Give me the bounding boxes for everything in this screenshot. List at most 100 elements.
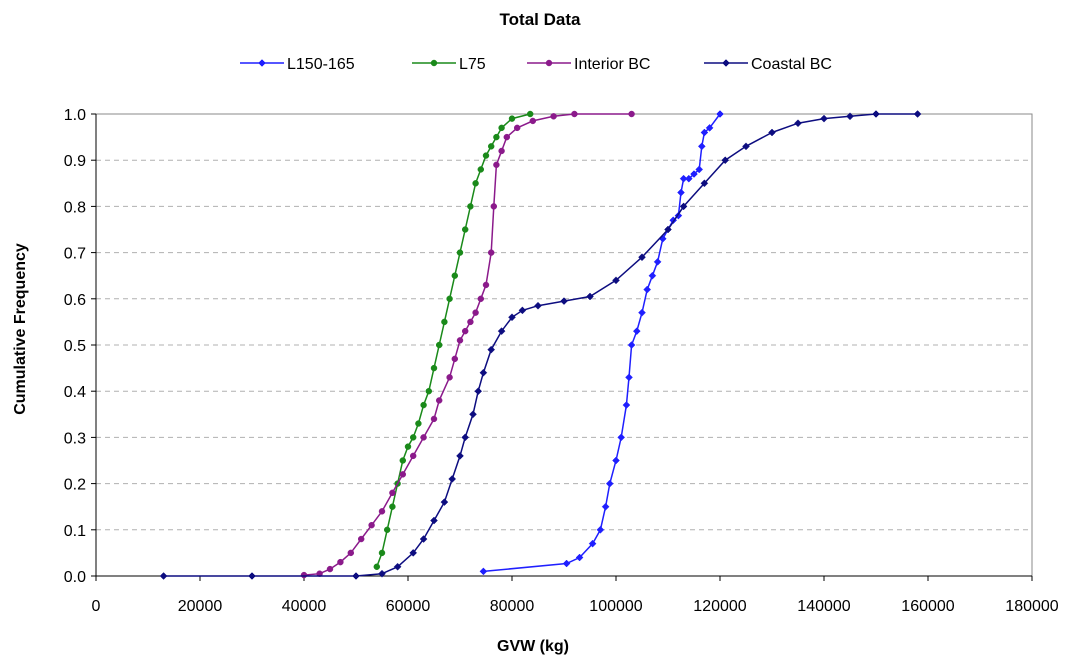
x-tick-label: 120000 — [693, 598, 746, 615]
gridlines — [96, 159, 1032, 531]
data-point — [373, 563, 381, 570]
data-point — [389, 503, 396, 510]
data-point — [498, 124, 505, 132]
data-point — [794, 119, 802, 128]
data-point — [487, 345, 496, 354]
series-coastal-bc — [159, 110, 922, 580]
data-point — [493, 133, 500, 141]
data-point — [368, 521, 375, 529]
data-point — [477, 295, 485, 303]
data-point — [677, 188, 685, 197]
legend-item: Coastal BC — [704, 56, 832, 73]
data-point — [469, 410, 477, 419]
data-point — [383, 526, 391, 534]
data-point — [612, 276, 620, 285]
data-point — [446, 295, 453, 303]
y-tick-label: 0.8 — [64, 199, 86, 216]
data-point — [503, 133, 511, 141]
data-point — [393, 562, 402, 571]
data-point — [700, 179, 709, 188]
legend-marker — [258, 59, 266, 67]
data-point — [456, 337, 464, 344]
data-point — [625, 373, 633, 382]
data-point — [508, 313, 516, 322]
data-point — [378, 549, 386, 557]
data-point — [248, 572, 256, 580]
series-l150-165 — [479, 110, 724, 576]
data-point — [404, 443, 412, 450]
data-point — [430, 415, 438, 423]
chart-legend: L150-165 L75 Interior BC Coastal BC — [240, 56, 832, 73]
data-point — [518, 306, 527, 315]
data-point — [300, 571, 308, 579]
data-point — [653, 257, 662, 266]
legend-label: L75 — [459, 56, 486, 73]
data-point — [337, 558, 344, 566]
data-point — [534, 301, 542, 310]
y-tick-label: 1.0 — [64, 107, 86, 124]
data-point — [497, 327, 506, 335]
x-tick-label: 0 — [92, 598, 101, 615]
data-point — [487, 249, 495, 256]
data-point — [612, 456, 620, 465]
data-point — [664, 225, 672, 234]
data-point — [679, 174, 688, 183]
y-tick-label: 0.0 — [64, 569, 86, 586]
x-tick-label: 180000 — [1005, 598, 1058, 615]
data-point — [700, 128, 709, 137]
data-point — [498, 147, 505, 155]
y-tick-label: 0.3 — [64, 430, 86, 447]
data-point — [415, 420, 422, 427]
data-point — [451, 355, 459, 363]
data-point — [409, 549, 418, 557]
y-tick-label: 0.7 — [64, 246, 86, 263]
data-point — [435, 397, 443, 404]
data-point — [479, 567, 488, 576]
data-point — [697, 142, 706, 151]
data-point — [352, 572, 360, 580]
data-point — [622, 401, 631, 409]
data-point — [632, 327, 641, 335]
data-point — [467, 318, 474, 326]
data-point — [560, 297, 568, 305]
data-point — [472, 309, 479, 316]
data-point — [617, 433, 626, 442]
data-point — [435, 341, 443, 349]
data-point — [419, 535, 428, 543]
data-point — [588, 539, 597, 548]
data-point — [378, 569, 386, 578]
data-point — [575, 553, 584, 562]
x-tick-label: 60000 — [386, 598, 431, 615]
data-point — [479, 368, 488, 377]
legend-marker — [722, 59, 730, 67]
legend-item: L150-165 — [240, 56, 355, 73]
data-point — [456, 452, 464, 460]
data-point — [627, 341, 636, 349]
x-axis: 0 20000 40000 60000 80000 100000 120000 140000 1… — [92, 575, 1059, 615]
legend-marker — [545, 59, 553, 67]
data-point — [441, 318, 448, 326]
data-point — [586, 292, 594, 301]
data-point — [448, 475, 457, 483]
data-point — [716, 110, 724, 118]
x-tick-label: 140000 — [797, 598, 850, 615]
data-point — [490, 203, 498, 210]
x-axis-title: GVW (kg) — [497, 638, 569, 655]
data-point — [742, 142, 750, 151]
data-point — [643, 285, 652, 294]
y-tick-label: 0.4 — [64, 384, 86, 401]
data-point — [159, 572, 168, 580]
y-tick-label: 0.1 — [64, 523, 86, 540]
data-point — [571, 110, 578, 118]
data-point — [513, 124, 521, 132]
data-point — [482, 281, 490, 289]
data-point — [409, 452, 417, 460]
legend-label: L150-165 — [287, 56, 355, 73]
data-point — [446, 374, 453, 381]
data-point — [820, 114, 828, 123]
data-point — [529, 117, 537, 125]
data-point — [605, 479, 614, 488]
data-point — [409, 434, 417, 441]
